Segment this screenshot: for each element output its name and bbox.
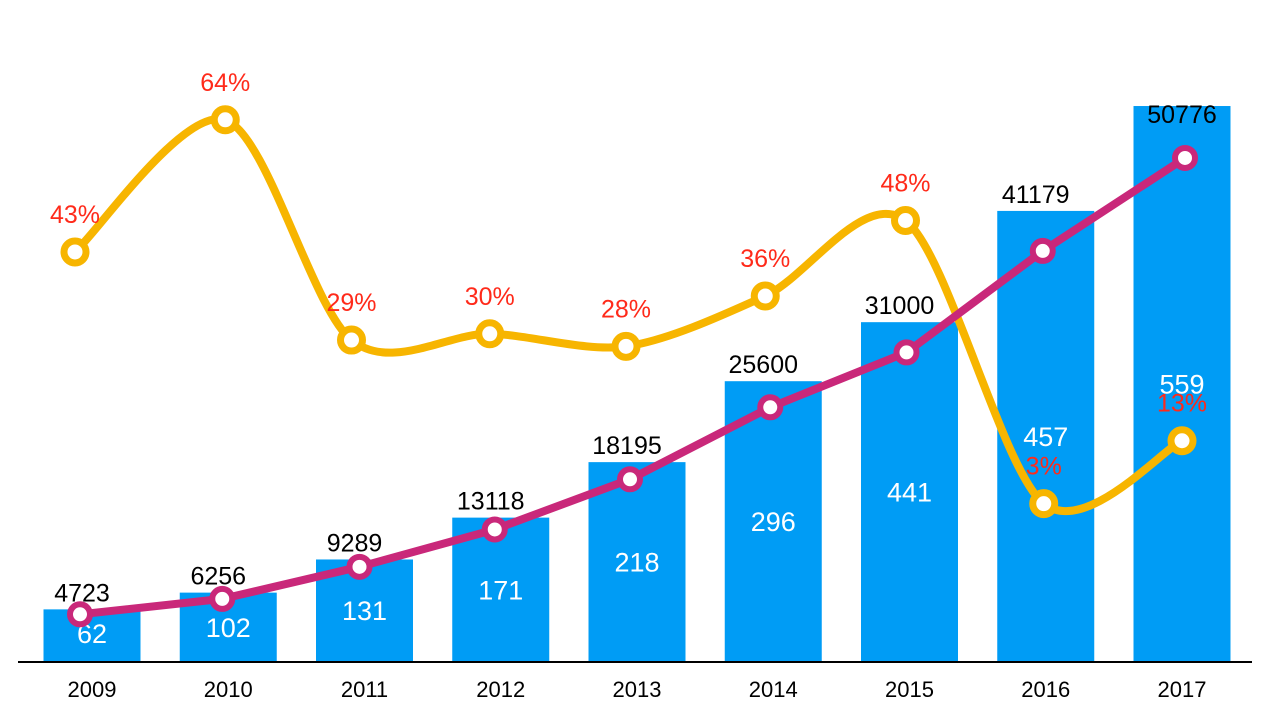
bar-inner-label-2011: 131 [342, 596, 387, 626]
totals-line-layer [67, 144, 1198, 628]
totals-marker-2015 [893, 339, 920, 366]
growth-label-2015: 48% [880, 169, 930, 197]
bar-inner-label-2015: 441 [887, 478, 932, 508]
totals-marker-2010 [209, 585, 236, 612]
x-tick-2015: 2015 [885, 677, 934, 702]
growth-marker-2014 [750, 281, 780, 311]
bar-inner-label-2014: 296 [751, 507, 796, 537]
bar-2017 [1133, 106, 1231, 662]
growth-label-2011: 29% [326, 289, 376, 317]
growth-labels: 43% 64% 29% 30% 28% 36% 48% 3% 13% [50, 69, 1207, 481]
growth-label-2010: 64% [200, 69, 250, 97]
bar-inner-label-2010: 102 [206, 613, 251, 643]
growth-label-2012: 30% [465, 283, 515, 311]
bar-2012 [452, 517, 550, 661]
totals-marker-2011 [346, 553, 373, 580]
growth-marker-2016 [1029, 489, 1059, 519]
growth-marker-2011 [337, 325, 366, 355]
x-tick-2016: 2016 [1021, 677, 1070, 702]
x-tick-2009: 2009 [68, 677, 117, 702]
bar-inner-label-2017: 559 [1159, 370, 1204, 400]
growth-marker-2013 [611, 331, 641, 361]
x-axis-ticks: 2009 2010 2011 2012 2013 2014 2015 2016 2017 [68, 677, 1207, 702]
bar-2016 [997, 210, 1095, 661]
x-tick-2017: 2017 [1158, 677, 1207, 702]
totals-marker-2012 [481, 516, 508, 543]
totals-marker-2016 [1029, 237, 1056, 264]
growth-label-2013: 28% [601, 295, 651, 323]
growth-marker-2015 [891, 205, 920, 235]
totals-marker-2017 [1172, 144, 1198, 171]
bar-inner-label-2012: 171 [478, 575, 523, 605]
bars-layer [43, 106, 1231, 662]
growth-marker-2010 [210, 105, 240, 135]
bar-2013 [588, 462, 686, 661]
bar-value-label-2009: 4723 [54, 579, 110, 607]
growth-marker-2017 [1167, 426, 1197, 456]
bar-value-label-2011: 9289 [327, 529, 383, 557]
bar-value-label-2010: 6256 [190, 563, 246, 591]
totals-marker-2014 [757, 394, 784, 421]
growth-marker-2012 [475, 319, 505, 349]
totals-marker-2009 [67, 601, 93, 628]
growth-label-2017: 13% [1157, 390, 1207, 418]
bar-2014 [724, 381, 822, 661]
growth-label-2016: 3% [1026, 453, 1062, 481]
x-tick-2013: 2013 [613, 677, 662, 702]
x-tick-2011: 2011 [341, 677, 388, 702]
bar-inner-label-2016: 457 [1023, 422, 1068, 452]
totals-marker-2013 [617, 466, 643, 493]
bar-value-label-2014: 25600 [728, 351, 798, 379]
bar-2015 [861, 322, 958, 661]
x-tick-2014: 2014 [749, 677, 798, 702]
growth-marker-2009 [60, 237, 90, 267]
x-tick-2010: 2010 [204, 677, 253, 702]
x-tick-2012: 2012 [476, 677, 525, 702]
bar-value-label-2017: 50776 [1147, 101, 1217, 129]
bar-value-label-2015: 31000 [865, 292, 935, 320]
growth-label-2014: 36% [740, 245, 790, 273]
bar-inner-label-2013: 218 [614, 548, 659, 578]
growth-label-2009: 43% [50, 201, 100, 229]
bar-value-label-2012: 13118 [457, 488, 525, 516]
bar-value-label-2016: 41179 [1002, 181, 1070, 209]
bar-value-label-2013: 18195 [592, 432, 662, 460]
bar-top-labels: 4723 6256 9289 13118 18195 25600 31000 41179 507… [54, 101, 1217, 607]
growth-line-layer [60, 105, 1197, 519]
